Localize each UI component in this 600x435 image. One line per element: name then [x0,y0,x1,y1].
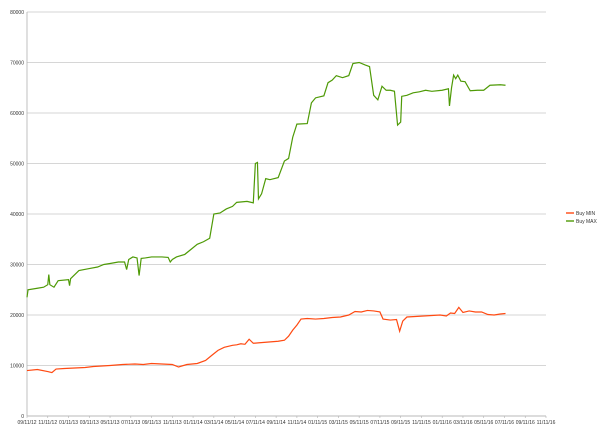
series-line-buy-max [26,61,506,298]
x-tick-label: 01/11/15 [308,420,327,426]
x-tick-label: 11/11/16 [537,420,556,426]
x-tick-label: 11/11/15 [412,420,431,426]
x-tick-label: 07/11/15 [370,420,389,426]
legend: Buy MIN Buy MAX [566,211,598,225]
y-tick-label: 70000 [10,60,24,66]
y-tick-label: 60000 [10,111,24,117]
y-axis-ticks: 0 10000 20000 30000 40000 50000 60000 70000 8000… [10,10,24,420]
x-tick-label: 09/11/16 [516,420,535,426]
legend-label: Buy MAX [576,219,598,225]
x-tick-label: 09/11/14 [267,420,286,426]
x-tick-label: 01/11/14 [184,420,203,426]
x-tick-label: 03/11/14 [204,420,223,426]
series-line-buy-min [26,306,506,374]
x-tick-label: 05/11/14 [225,420,244,426]
x-tick-label: 03/11/13 [80,420,99,426]
x-tick-label: 09/11/13 [142,420,161,426]
y-tick-label: 50000 [10,161,24,167]
x-tick-label: 03/11/16 [453,420,472,426]
series-lines [26,61,506,374]
x-tick-label: 05/11/13 [100,420,119,426]
x-tick-label: 11/11/12 [38,420,57,426]
x-tick-label: 01/11/13 [59,420,78,426]
x-tick-label: 07/11/13 [121,420,140,426]
x-tick-label: 07/11/14 [246,420,265,426]
x-tick-label: 11/11/13 [163,420,182,426]
y-tick-label: 80000 [10,10,24,16]
x-tick-label: 05/11/16 [474,420,493,426]
x-tick-label: 03/11/15 [329,420,348,426]
y-tick-label: 10000 [10,363,24,369]
y-tick-label: 40000 [10,212,24,218]
x-tick-label: 07/11/16 [495,420,514,426]
legend-label: Buy MIN [576,211,596,217]
x-tick-label: 09/11/15 [391,420,410,426]
x-tick-label: 01/11/16 [433,420,452,426]
x-tick-label: 05/11/15 [350,420,369,426]
x-tick-label: 11/11/14 [288,420,307,426]
y-tick-label: 30000 [10,262,24,268]
x-axis-ticks: 09/11/12 11/11/12 01/11/13 03/11/13 05/11/13… [17,416,556,426]
y-tick-label: 0 [21,414,24,420]
y-tick-label: 20000 [10,313,24,319]
x-tick-label: 09/11/12 [17,420,36,426]
